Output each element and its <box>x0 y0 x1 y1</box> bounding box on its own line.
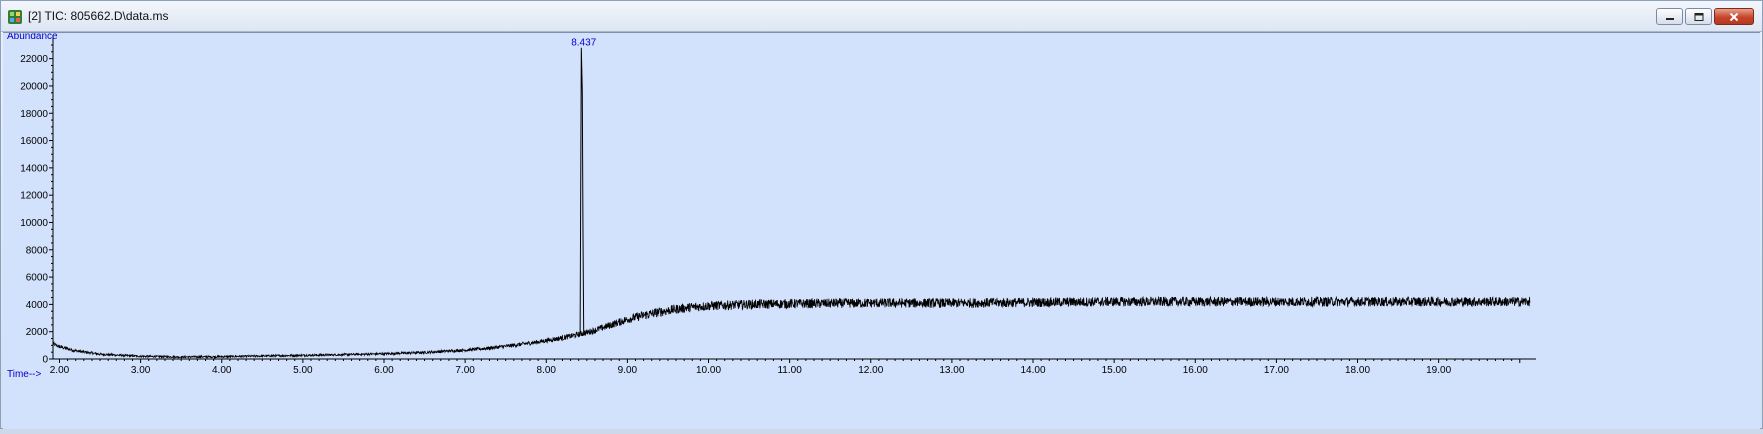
x-axis-ticks: 2.00 3.00 4.00 5.00 6.00 7.00 8.00 9.00 10.00 11.… <box>50 365 1452 376</box>
y-tick-label: 10000 <box>20 218 48 229</box>
y-tick-label: 6000 <box>26 273 49 284</box>
y-tick-label: 4000 <box>26 300 49 311</box>
y-tick-label: 8000 <box>26 245 49 256</box>
y-tick-label: 12000 <box>20 191 48 202</box>
x-tick-label: 16.00 <box>1183 365 1208 376</box>
minimize-icon <box>1665 17 1674 20</box>
x-tick-label: 12.00 <box>858 365 883 376</box>
y-tick-label: 0 <box>42 355 48 366</box>
plot-background <box>3 33 1760 429</box>
tic-chart[interactable]: 0 2000 4000 6000 8000 10000 12000 14000 16000 180… <box>3 31 1760 429</box>
y-tick-label: 18000 <box>20 109 48 120</box>
window-title: [2] TIC: 805662.D\data.ms <box>28 9 169 23</box>
y-tick-label: 22000 <box>20 54 48 65</box>
close-icon <box>1729 12 1739 21</box>
x-tick-label: 19.00 <box>1426 365 1451 376</box>
y-tick-label: 16000 <box>20 136 48 147</box>
x-tick-label: 10.00 <box>696 365 721 376</box>
minimize-button[interactable] <box>1656 8 1683 25</box>
x-tick-label: 6.00 <box>374 365 394 376</box>
x-tick-label: 7.00 <box>455 365 475 376</box>
peak-8437 <box>579 47 585 334</box>
tic-trace <box>52 295 1531 360</box>
plot-area[interactable]: 0 2000 4000 6000 8000 10000 12000 14000 16000 180… <box>3 31 1760 429</box>
peak-annotations: 8.437 <box>571 38 596 49</box>
window-titlebar[interactable]: [2] TIC: 805662.D\data.ms <box>1 1 1762 32</box>
x-tick-label: 13.00 <box>939 365 964 376</box>
maximize-icon <box>1694 12 1703 21</box>
y-tick-label: 14000 <box>20 163 48 174</box>
x-tick-label: 9.00 <box>618 365 638 376</box>
x-tick-label: 5.00 <box>293 365 313 376</box>
x-tick-label: 3.00 <box>131 365 151 376</box>
x-tick-label: 15.00 <box>1102 365 1127 376</box>
x-tick-label: 8.00 <box>537 365 557 376</box>
x-tick-label: 17.00 <box>1264 365 1289 376</box>
x-tick-label: 2.00 <box>50 365 70 376</box>
x-tick-label: 4.00 <box>212 365 232 376</box>
peak-rt-label: 8.437 <box>571 38 596 49</box>
close-button[interactable] <box>1714 8 1754 25</box>
x-tick-label: 18.00 <box>1345 365 1370 376</box>
maximize-button[interactable] <box>1685 8 1712 25</box>
chart-axes <box>49 35 1536 363</box>
y-tick-label: 2000 <box>26 327 49 338</box>
x-axis-label: Time--> <box>7 369 42 380</box>
x-tick-label: 11.00 <box>777 365 802 376</box>
chemstation-app-icon <box>8 10 22 24</box>
window-controls <box>1656 8 1754 25</box>
y-axis-ticks: 0 2000 4000 6000 8000 10000 12000 14000 16000 180… <box>20 54 48 365</box>
y-axis-label: Abundance <box>7 33 58 42</box>
x-tick-label: 14.00 <box>1020 365 1045 376</box>
y-tick-label: 20000 <box>20 81 48 92</box>
